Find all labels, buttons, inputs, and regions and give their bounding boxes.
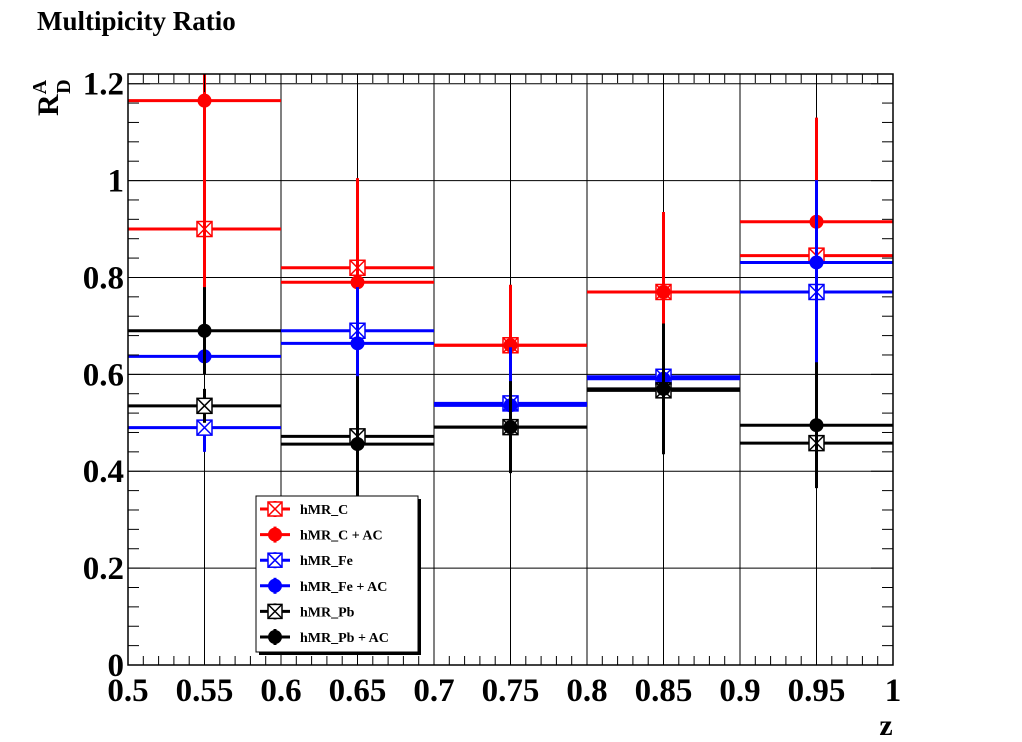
legend-marker	[268, 527, 282, 542]
y-axis-label-sub: D	[53, 79, 75, 93]
x-tick-label: 0.9	[719, 673, 760, 709]
data-point	[809, 255, 824, 270]
marker-cross	[267, 501, 283, 517]
y-tick-label: 0	[108, 648, 125, 684]
y-axis-label-base: R	[32, 94, 65, 116]
data-point	[350, 336, 365, 351]
data-point	[656, 284, 671, 299]
y-tick-label: 1.2	[83, 67, 124, 103]
y-tick-label: 0.4	[83, 454, 124, 490]
x-tick-label: 0.5	[107, 673, 148, 709]
chart-title: Multipicity Ratio	[37, 6, 236, 36]
data-point	[809, 418, 824, 433]
legend-label: hMR_C + AC	[300, 529, 383, 544]
legend-label: hMR_Pb + AC	[300, 631, 389, 646]
x-tick-label: 0.55	[176, 673, 234, 709]
series-layer	[128, 74, 893, 512]
legend-marker	[267, 603, 283, 620]
legend-item-hmr-pb: hMR_Pb	[260, 603, 355, 620]
data-point	[350, 437, 365, 452]
data-point	[503, 338, 518, 353]
marker-cross	[196, 419, 213, 436]
legend-marker	[268, 578, 282, 593]
axis-text: 0.5 0.55 0.6 0.65 0.7 0.75 0.8 0.85 0.9 0.95 1 0 0.2…	[29, 67, 901, 742]
marker-cross	[196, 397, 213, 414]
legend-marker	[268, 630, 282, 644]
plot-frame	[127, 73, 894, 666]
legend-label: hMR_Fe + AC	[300, 580, 387, 595]
x-axis-label: z	[879, 709, 892, 742]
x-tick-label: 0.85	[635, 673, 693, 709]
data-point	[503, 420, 518, 435]
y-axis-label-sup: A	[29, 79, 51, 94]
legend-marker	[267, 552, 283, 568]
x-tick-label: 0.75	[482, 673, 540, 709]
x-tick-label: 1	[885, 673, 902, 709]
x-tick-label: 0.6	[260, 673, 301, 709]
legend-box	[255, 495, 419, 653]
legend-label: hMR_Pb	[300, 605, 355, 620]
x-tick-label: 0.8	[566, 673, 607, 709]
data-point	[196, 397, 213, 415]
y-tick-label: 0.6	[83, 357, 124, 393]
legend: hMR_C hMR_C + AC hMR_Fe hMR_Fe + AC hMR_Pb hM…	[255, 495, 421, 655]
legend-item-hmr-c-ac: hMR_C + AC	[260, 526, 383, 544]
y-axis-label: RA D	[29, 79, 75, 116]
legend-item-hmr-fe: hMR_Fe	[260, 552, 353, 569]
data-point	[196, 419, 213, 436]
x-tick-label: 0.95	[788, 673, 846, 709]
legend-item-hmr-fe-ac: hMR_Fe + AC	[260, 577, 387, 595]
legend-marker	[267, 501, 283, 517]
legend-label: hMR_C	[300, 503, 348, 518]
y-tick-label: 0.2	[83, 551, 124, 587]
data-point	[350, 275, 365, 290]
x-tick-label: 0.7	[413, 673, 454, 709]
y-tick-label: 1	[108, 164, 125, 200]
data-point	[656, 381, 671, 396]
legend-item-hmr-c: hMR_C	[260, 501, 348, 518]
legend-item-hmr-pb-ac: hMR_Pb + AC	[260, 629, 389, 646]
x-tick-label: 0.65	[329, 673, 387, 709]
data-point	[197, 323, 212, 338]
marker-cross	[267, 552, 283, 568]
y-tick-label: 0.8	[83, 260, 124, 296]
data-point	[197, 93, 212, 108]
legend-label: hMR_Fe	[300, 554, 353, 569]
marker-cross	[267, 603, 283, 619]
series-hmr-pb-ac	[128, 287, 893, 512]
